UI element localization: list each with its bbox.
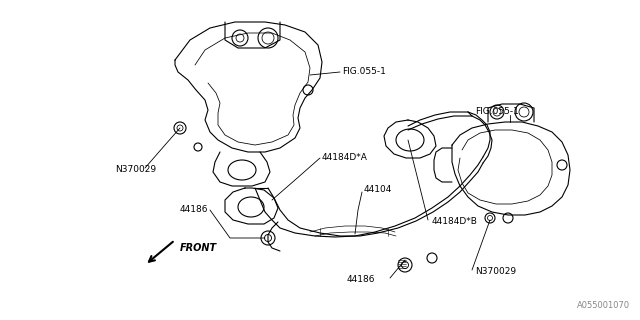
Text: A055001070: A055001070 bbox=[577, 301, 630, 310]
Text: N370029: N370029 bbox=[115, 165, 156, 174]
Text: 44184D*A: 44184D*A bbox=[322, 153, 368, 162]
Text: FRONT: FRONT bbox=[180, 243, 217, 253]
Text: 44104: 44104 bbox=[364, 186, 392, 195]
Text: FIG.055-1: FIG.055-1 bbox=[475, 108, 519, 116]
Text: 44184D*B: 44184D*B bbox=[432, 218, 478, 227]
Text: 44186: 44186 bbox=[180, 205, 209, 214]
Text: FIG.055-1: FIG.055-1 bbox=[342, 68, 386, 76]
Text: 44186: 44186 bbox=[346, 276, 375, 284]
Text: N370029: N370029 bbox=[475, 268, 516, 276]
